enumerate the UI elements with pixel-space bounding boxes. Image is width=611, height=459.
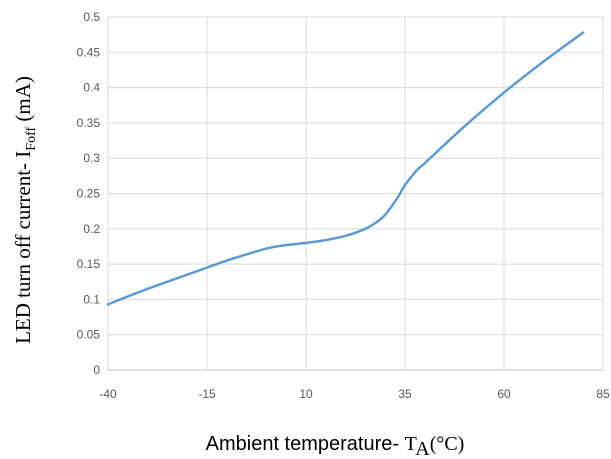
x-axis-label-symbol: T: [405, 433, 417, 455]
y-tick-label: 0.5: [83, 10, 100, 24]
y-tick-label: 0.25: [77, 187, 101, 201]
x-axis-label-prefix: Ambient temperature-: [206, 433, 405, 455]
x-axis-label: Ambient temperature- TA(°C): [206, 433, 465, 459]
x-axis-label-subscript: A: [415, 438, 430, 459]
x-tick-label: 85: [596, 387, 610, 401]
series-line-ifoff: [106, 31, 585, 306]
x-tick-label: 60: [497, 387, 511, 401]
grid-lines: [107, 16, 604, 371]
x-axis-label-unit: (°C): [430, 433, 465, 455]
x-tick-label: -40: [99, 387, 117, 401]
y-tick-label: 0.35: [77, 116, 101, 130]
y-axis-label: LED turn off current- IFoff (mA): [11, 76, 39, 344]
y-tick-label: 0.4: [83, 81, 100, 95]
x-axis-tick-labels: -40 -15 10 35 60 85: [99, 387, 610, 401]
y-tick-label: 0.3: [83, 151, 100, 165]
x-tick-label: -15: [198, 387, 216, 401]
y-tick-label: 0: [93, 363, 100, 377]
y-axis-label-unit: (mA): [11, 76, 35, 127]
series-group: [106, 31, 585, 306]
y-tick-label: 0.1: [83, 292, 100, 306]
y-axis-tick-labels: 0 0.05 0.1 0.15 0.2 0.25 0.3 0.35 0.4 0.45 0.5: [77, 10, 101, 377]
y-tick-label: 0.2: [83, 222, 100, 236]
x-tick-label: 35: [398, 387, 412, 401]
x-tick-label: 10: [299, 387, 313, 401]
y-tick-label: 0.15: [77, 257, 101, 271]
y-axis-label-subscript: Foff: [24, 127, 39, 151]
y-tick-label: 0.05: [77, 328, 101, 342]
y-tick-label: 0.45: [77, 45, 101, 59]
y-axis-label-prefix: LED turn off current- I: [11, 151, 35, 344]
